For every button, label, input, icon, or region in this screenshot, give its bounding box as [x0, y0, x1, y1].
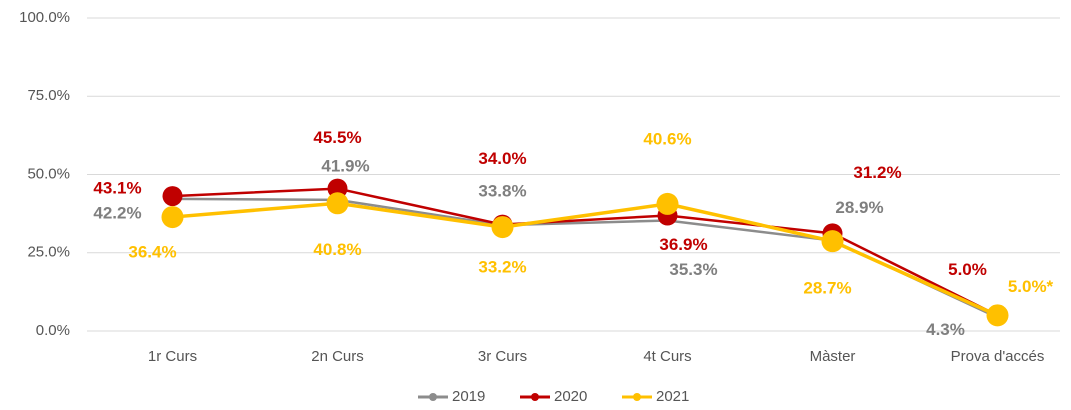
series-line	[172, 201, 999, 317]
data-label: 40.8%	[313, 240, 361, 259]
point-marker	[821, 230, 844, 253]
x-tick-label: 4t Curs	[643, 348, 691, 365]
y-tick-label: 100.0%	[19, 9, 70, 26]
data-label: 35.3%	[669, 260, 717, 279]
x-tick-label: Màster	[810, 348, 856, 365]
y-tick-label: 75.0%	[27, 87, 70, 104]
data-label: 33.8%	[478, 182, 526, 201]
legend-swatch	[633, 393, 641, 401]
legend-swatch	[429, 393, 437, 401]
y-tick-label: 0.0%	[36, 322, 70, 339]
point-marker	[986, 304, 1009, 327]
data-label: 45.5%	[313, 128, 361, 147]
data-label: 42.2%	[93, 203, 141, 222]
point-marker	[326, 192, 349, 215]
legend-label: 2020	[554, 388, 587, 405]
legend-label: 2021	[656, 388, 689, 405]
point-marker	[161, 206, 184, 229]
data-label: 33.2%	[478, 258, 526, 277]
x-tick-label: Prova d'accés	[951, 348, 1045, 365]
data-label: 4.3%	[926, 320, 965, 339]
data-label: 36.4%	[128, 243, 176, 262]
data-label: 5.0%	[948, 260, 987, 279]
data-label: 5.0%*	[1008, 277, 1054, 296]
point-marker	[162, 186, 183, 207]
y-tick-label: 50.0%	[27, 165, 70, 182]
data-label: 36.9%	[659, 235, 707, 254]
data-label: 28.7%	[803, 279, 851, 298]
legend-label: 2019	[452, 388, 485, 405]
legend-swatch	[531, 393, 539, 401]
point-marker	[491, 216, 514, 239]
x-tick-label: 1r Curs	[148, 348, 197, 365]
x-tick-label: 2n Curs	[311, 348, 364, 365]
y-tick-label: 25.0%	[27, 244, 70, 261]
data-label: 43.1%	[93, 179, 141, 198]
data-label: 40.6%	[643, 129, 691, 148]
point-marker	[656, 192, 679, 215]
data-label: 34.0%	[478, 149, 526, 168]
x-tick-label: 3r Curs	[478, 348, 527, 365]
data-label: 41.9%	[321, 156, 369, 175]
data-label: 31.2%	[853, 163, 901, 182]
data-label: 28.9%	[835, 198, 883, 217]
series-line	[172, 187, 999, 317]
